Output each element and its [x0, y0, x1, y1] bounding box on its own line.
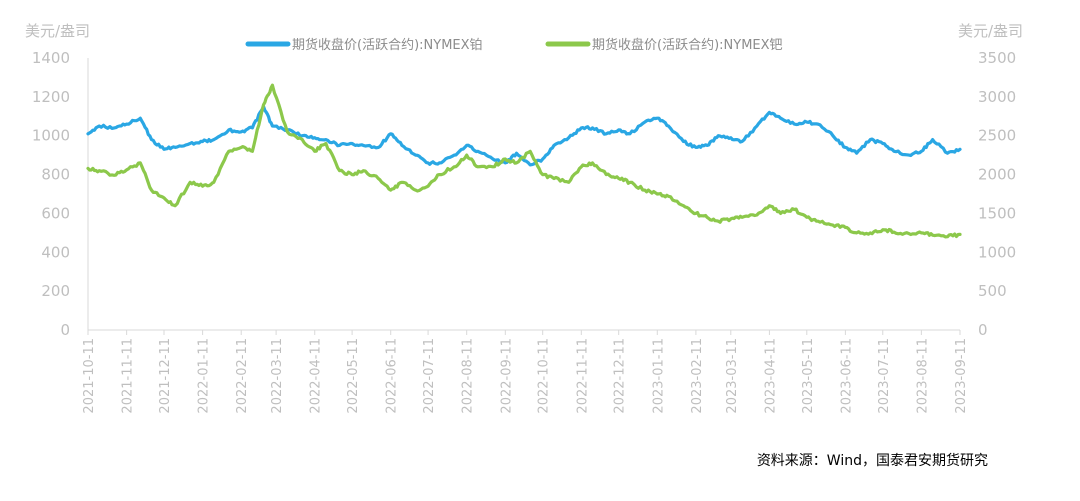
right-y-tick-label: 1000 [978, 243, 1016, 261]
series-line-palladium [86, 83, 962, 239]
series-layer [86, 83, 962, 239]
x-tick-label: 2022-02-11 [235, 338, 250, 414]
x-tick-label: 2022-07-11 [422, 338, 437, 414]
legend-label-platinum: 期货收盘价(活跃合约):NYMEX铂 [292, 37, 483, 53]
left-y-ticks: 0 200 400 600 800 1000 1200 1400 [32, 49, 70, 339]
x-tick-label: 2023-07-11 [877, 338, 892, 414]
x-ticks: 2021-10-11 2021-11-11 2021-12-11 2022-01-11… [82, 330, 969, 414]
right-y-tick-label: 1500 [978, 204, 1016, 222]
x-tick-label: 2022-10-11 [537, 338, 552, 414]
x-tick-label: 2023-09-11 [954, 338, 969, 414]
series-line-platinum [86, 105, 962, 167]
x-tick-label: 2023-03-11 [725, 338, 740, 414]
x-tick-label: 2023-05-11 [801, 338, 816, 414]
source-note: 资料来源：Wind，国泰君安期货研究 [757, 452, 988, 469]
right-y-tick-label: 2500 [978, 127, 1016, 145]
x-tick-label: 2023-06-11 [839, 338, 854, 414]
right-y-tick-label: 3000 [978, 88, 1016, 106]
left-y-tick-label: 1400 [32, 49, 70, 67]
left-axis-unit: 美元/盎司 [25, 22, 90, 40]
x-tick-label: 2022-01-11 [197, 338, 212, 414]
x-tick-label: 2021-11-11 [121, 338, 136, 414]
x-tick-label: 2022-05-11 [346, 338, 361, 414]
left-y-tick-label: 200 [41, 282, 70, 300]
left-y-tick-label: 1000 [32, 127, 70, 145]
x-tick-label: 2021-10-11 [82, 338, 97, 414]
x-tick-label: 2022-08-11 [461, 338, 476, 414]
right-y-tick-label: 2000 [978, 166, 1016, 184]
right-y-ticks: 0 500 1000 1500 2000 2500 3000 3500 [978, 49, 1016, 339]
right-y-tick-label: 0 [978, 321, 988, 339]
x-tick-label: 2022-03-11 [270, 338, 285, 414]
x-tick-label: 2023-08-11 [915, 338, 930, 414]
x-tick-label: 2022-06-11 [385, 338, 400, 414]
x-tick-label: 2022-04-11 [309, 338, 324, 414]
left-y-tick-label: 400 [41, 243, 70, 261]
left-y-tick-label: 1200 [32, 88, 70, 106]
legend: 期货收盘价(活跃合约):NYMEX铂 期货收盘价(活跃合约):NYMEX钯 [245, 37, 783, 53]
left-y-tick-label: 600 [41, 204, 70, 222]
right-y-tick-label: 500 [978, 282, 1007, 300]
left-y-tick-label: 800 [41, 166, 70, 184]
right-y-tick-label: 3500 [978, 49, 1016, 67]
x-tick-label: 2021-12-11 [158, 338, 173, 414]
x-tick-label: 2022-09-11 [499, 338, 514, 414]
right-axis-unit: 美元/盎司 [958, 22, 1023, 40]
x-tick-label: 2022-12-11 [613, 338, 628, 414]
left-y-tick-label: 0 [60, 321, 70, 339]
x-tick-label: 2023-02-11 [690, 338, 705, 414]
x-tick-label: 2023-01-11 [651, 338, 666, 414]
x-tick-label: 2023-04-11 [763, 338, 778, 414]
x-tick-label: 2022-11-11 [575, 338, 590, 414]
legend-label-palladium: 期货收盘价(活跃合约):NYMEX钯 [592, 37, 783, 53]
